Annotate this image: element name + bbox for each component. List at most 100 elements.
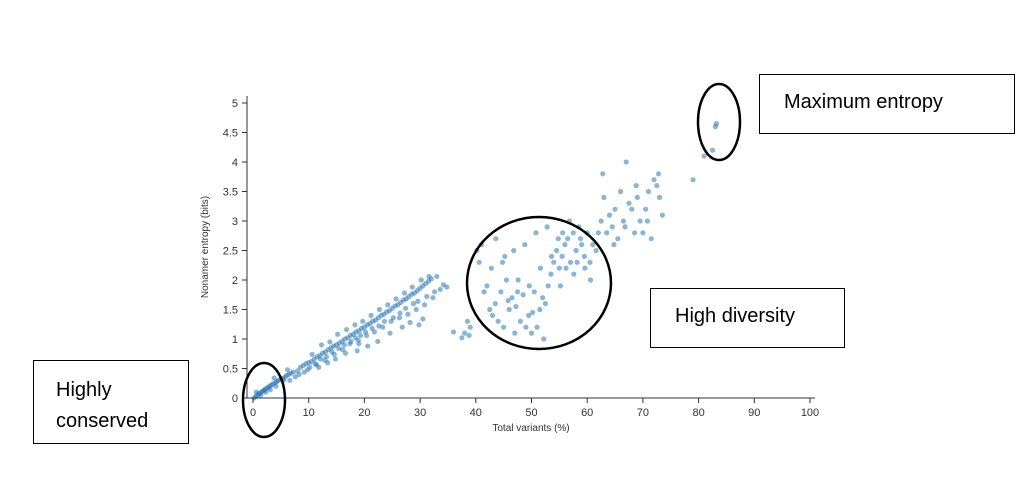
data-point — [488, 265, 494, 271]
data-point — [376, 323, 382, 329]
data-point — [645, 188, 652, 195]
x-tick-label: 0 — [250, 407, 256, 419]
data-point — [387, 330, 393, 336]
data-point — [511, 247, 517, 254]
y-tick-label: 4.5 — [223, 128, 238, 140]
data-point — [309, 351, 315, 357]
data-point — [514, 289, 521, 295]
data-point — [587, 259, 593, 265]
maximum-entropy-label: Maximum entropy — [759, 74, 1015, 134]
data-point — [467, 324, 473, 330]
x-tick-label: 100 — [801, 407, 819, 419]
data-point — [626, 200, 632, 206]
data-point — [498, 289, 504, 295]
data-point — [557, 283, 564, 289]
data-point — [329, 349, 335, 355]
data-point — [506, 306, 512, 313]
data-point — [659, 212, 665, 218]
data-point — [526, 283, 532, 289]
data-point — [267, 387, 273, 393]
data-point — [644, 218, 650, 224]
data-point — [609, 224, 615, 230]
x-tick-label: 40 — [470, 407, 482, 419]
data-point — [342, 350, 349, 356]
data-point — [263, 389, 269, 395]
data-point — [316, 364, 322, 370]
y-axis-title: Nonamer entropy (bits) — [200, 196, 211, 298]
data-point — [544, 224, 550, 230]
data-point — [403, 305, 409, 311]
data-point — [450, 329, 457, 335]
data-point — [537, 265, 544, 271]
data-point — [271, 375, 277, 381]
data-point — [357, 332, 364, 339]
data-point — [397, 310, 403, 316]
data-point — [598, 218, 604, 224]
data-point — [390, 315, 396, 321]
data-point — [385, 302, 391, 308]
data-point — [325, 360, 331, 366]
data-point — [307, 364, 313, 370]
data-point — [530, 309, 536, 316]
data-point — [426, 273, 432, 280]
data-point — [633, 183, 639, 189]
data-point — [551, 259, 557, 265]
data-point — [405, 311, 411, 317]
data-point — [571, 271, 577, 277]
data-point — [459, 335, 465, 341]
x-tick-label: 20 — [358, 407, 370, 419]
data-point — [581, 253, 588, 259]
data-point — [399, 324, 405, 330]
data-point — [600, 171, 606, 177]
data-point — [537, 306, 543, 313]
data-point — [517, 318, 523, 324]
data-point — [495, 318, 501, 324]
y-tick-label: 2 — [232, 275, 238, 287]
y-tick-label: 1.5 — [223, 305, 238, 317]
data-point — [499, 259, 506, 265]
data-point — [369, 325, 375, 331]
data-point — [545, 283, 551, 289]
data-point — [520, 292, 526, 298]
data-point — [380, 324, 386, 330]
data-point — [648, 236, 654, 242]
data-point — [462, 330, 468, 336]
data-point — [437, 286, 443, 293]
y-tick-label: 3.5 — [223, 187, 238, 199]
x-tick-label: 80 — [692, 407, 704, 419]
data-point — [393, 296, 399, 302]
high-diversity-text: High diversity — [675, 305, 796, 327]
x-tick-label: 10 — [303, 407, 315, 419]
data-point — [343, 326, 350, 333]
highly-conserved-label: Highly conserved — [33, 360, 189, 444]
data-point — [563, 265, 569, 271]
y-tick-label: 0 — [232, 393, 238, 405]
data-point — [424, 293, 430, 300]
data-point — [489, 312, 496, 318]
data-point — [654, 183, 660, 189]
data-point — [629, 206, 635, 212]
data-point — [368, 312, 374, 318]
data-point — [356, 341, 362, 347]
data-point — [562, 242, 568, 248]
data-point — [340, 347, 346, 353]
data-point — [352, 335, 359, 341]
data-point — [515, 277, 521, 283]
data-point — [481, 289, 487, 295]
data-point — [502, 253, 508, 259]
data-point — [335, 331, 341, 337]
data-point — [296, 371, 302, 377]
data-point — [323, 354, 330, 360]
data-point — [418, 277, 424, 283]
data-point — [606, 212, 613, 218]
data-point — [430, 295, 436, 301]
data-point — [657, 194, 663, 200]
x-tick-label: 50 — [525, 407, 537, 419]
data-point — [523, 324, 529, 330]
data-point — [434, 273, 440, 280]
data-point — [464, 318, 471, 324]
data-point — [587, 277, 594, 283]
ellipses-layer — [241, 82, 742, 439]
data-point — [555, 236, 561, 242]
data-point — [407, 319, 413, 326]
